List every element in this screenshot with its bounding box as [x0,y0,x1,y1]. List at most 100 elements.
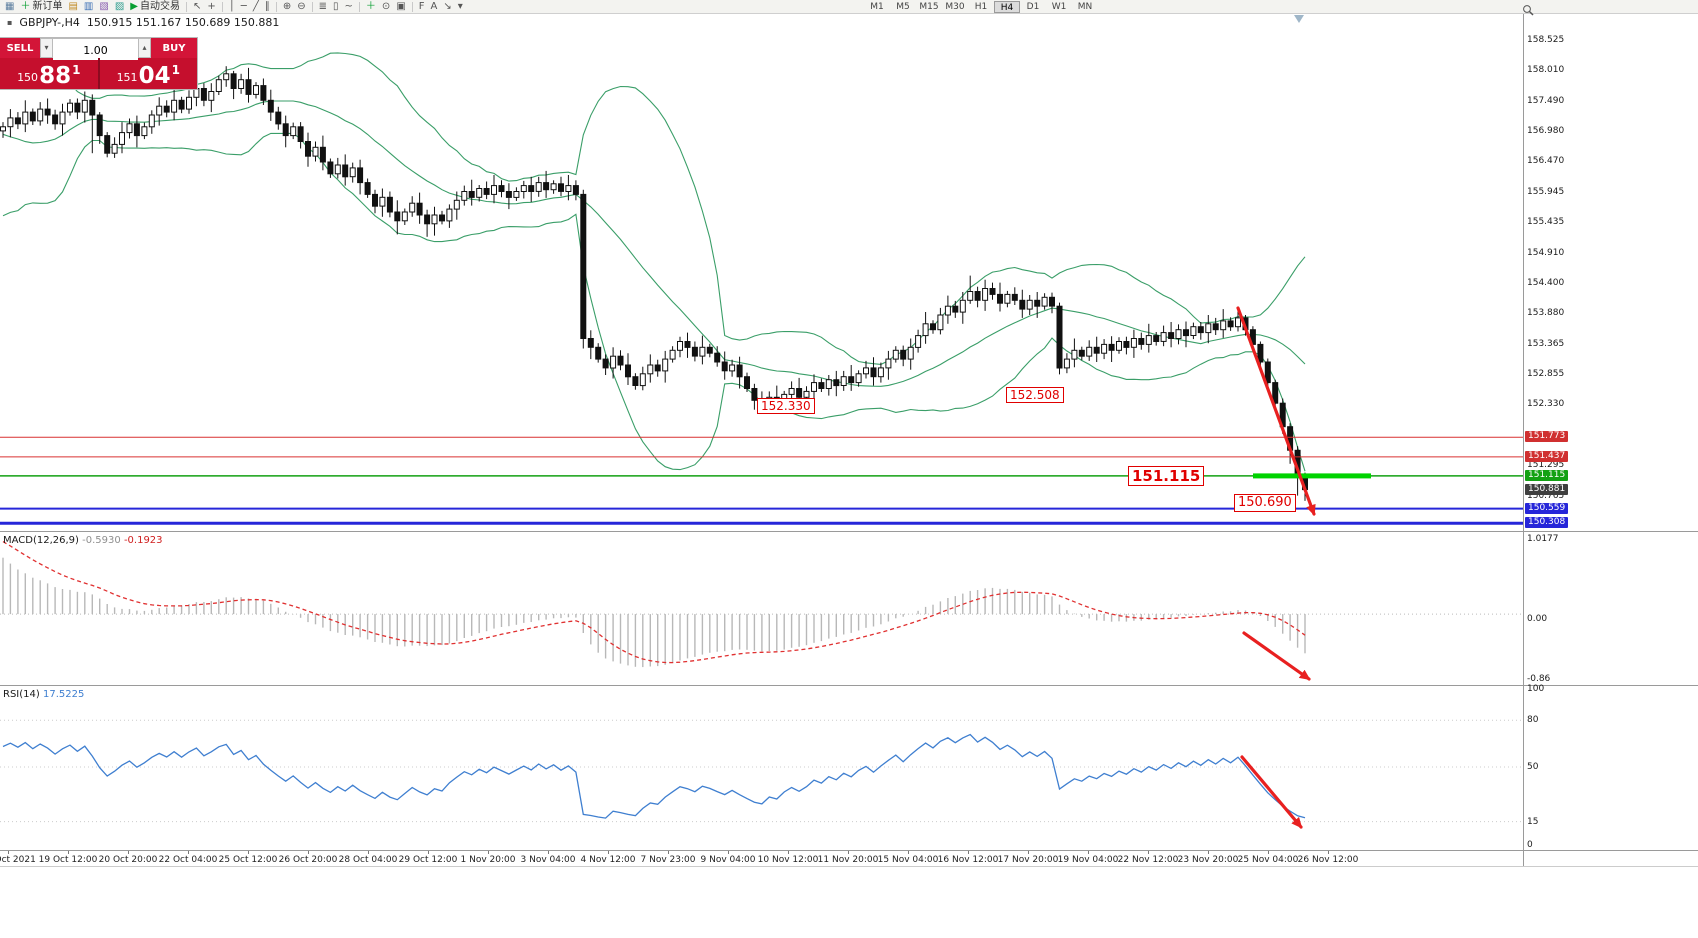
time-tick [848,851,849,854]
price-annotation[interactable]: 152.330 [757,398,815,415]
horizontal-line-icon[interactable]: ─ [239,0,249,13]
macd-axis-label: -0.86 [1527,674,1551,684]
buy-button[interactable]: BUY [151,38,197,58]
cursor-icon[interactable]: ↖ [191,0,203,13]
time-label: 4 Nov 12:00 [580,855,636,865]
tf-m30[interactable]: M30 [945,2,965,12]
indicators-icon[interactable]: ＋ [364,0,378,13]
time-tick [1268,851,1269,854]
panel-separator[interactable] [0,850,1698,851]
rsi-name: RSI(14) [3,689,40,700]
price-tick-label: 152.855 [1527,369,1565,379]
time-tick [428,851,429,854]
rsi-axis-label: 80 [1527,715,1539,725]
trend-arrow[interactable] [1240,755,1303,829]
chart-shift-marker[interactable] [1294,15,1304,23]
bid-price[interactable]: 150 88 1 [0,58,98,89]
ask-price[interactable]: 151 04 1 [100,58,198,89]
line-chart-icon[interactable]: ~ [343,0,355,13]
zoom-in-icon[interactable]: ⊕ [281,0,293,13]
zoom-out-icon[interactable]: ⊖ [295,0,307,13]
timeframe-toolbar: M1 M5 M15 M30 H1 H4 D1 W1 MN [864,1,1098,13]
time-tick [248,851,249,854]
time-label: 26 Oct 20:00 [278,855,338,865]
tf-m1[interactable]: M1 [870,2,884,12]
sell-button[interactable]: SELL [0,38,40,58]
market-watch-icon[interactable]: ▤ [66,0,79,13]
price-tick-label: 153.880 [1527,308,1565,318]
tf-mn[interactable]: MN [1077,2,1093,12]
terminal-icon[interactable]: ▨ [113,0,126,13]
time-tick [1028,851,1029,854]
vertical-line-icon[interactable]: │ [227,0,237,13]
tf-w1[interactable]: W1 [1051,2,1067,12]
tf-m5[interactable]: M5 [896,2,910,12]
toolbar-separator [185,1,187,12]
price-annotation[interactable]: 151.115 [1128,466,1205,486]
price-tick-label: 156.980 [1527,126,1565,136]
autotrading-button[interactable]: ▶ 自动交易 [128,0,182,13]
ohlc-values: 150.915 151.167 150.689 150.881 [86,16,280,29]
arrow-tools-icon[interactable]: ↘ [441,0,453,13]
price-badge: 151.437 [1525,451,1569,462]
cursor-icon: ↖ [192,1,202,12]
trendline-icon[interactable]: ╱ [251,0,261,13]
price-annotation[interactable]: 152.508 [1006,387,1064,404]
time-tick [728,851,729,854]
toolbar-separator [275,1,277,12]
time-tick [1328,851,1329,854]
new-order-button[interactable]: ＋新订单 [18,0,64,13]
crosshair-icon[interactable]: + [205,0,217,13]
rsi-axis-label: 0 [1527,840,1533,850]
text-label-icon[interactable]: A [429,0,440,13]
fibonacci-icon: F [418,1,425,12]
panel-separator[interactable] [0,685,1698,686]
macd-signal-value: -0.1923 [123,535,163,546]
search-icon[interactable] [1522,1,1536,16]
tf-d1[interactable]: D1 [1026,2,1040,12]
equidistant-channel-icon[interactable]: ∥ [263,0,272,13]
tf-h1[interactable]: H1 [974,2,988,12]
tf-h4[interactable]: H4 [994,1,1020,13]
line-chart-icon: ~ [344,1,353,12]
panel-separator[interactable] [0,531,1698,532]
rsi-indicator-panel[interactable] [0,686,1523,850]
time-label: 26 Nov 12:00 [1297,855,1359,865]
navigator-icon[interactable]: ▧ [97,0,110,13]
candlestick-icon[interactable]: ▯ [331,0,341,13]
trend-arrow[interactable] [1236,306,1316,516]
time-label: 1 Nov 20:00 [460,855,516,865]
chevron-up-icon[interactable]: ▴ [138,38,151,58]
macd-main-value: -0.5930 [82,535,121,546]
time-tick [1088,851,1089,854]
chevron-down-icon[interactable]: ▾ [40,38,53,58]
bollinger-middle-band [2,100,1306,387]
tools-dropdown-icon[interactable]: ▾ [456,0,465,13]
candlestick-chart[interactable] [0,14,1523,531]
volume-input[interactable] [53,41,138,60]
price-axis[interactable]: 158.525 158.010 157.490 156.980 156.470 155.9… [1524,0,1604,938]
time-label: 17 Nov 20:00 [997,855,1059,865]
templates-icon[interactable]: ▣ [394,0,407,13]
time-periods-icon[interactable]: ⊙ [380,0,392,13]
bar-chart-icon[interactable]: ≣ [317,0,329,13]
time-label: 9 Nov 04:00 [700,855,756,865]
new-chart-icon[interactable]: ▦ [3,0,16,13]
time-label: 18 Oct 2021 [0,855,36,865]
tf-m15[interactable]: M15 [919,2,939,12]
time-label: 25 Oct 12:00 [218,855,278,865]
price-annotation[interactable]: 150.690 [1234,494,1296,512]
time-label: 7 Nov 23:00 [640,855,696,865]
macd-axis-label: 1.0177 [1527,534,1559,544]
data-window-icon[interactable]: ▥ [82,0,95,13]
price-badge: 150.559 [1525,503,1569,514]
main-toolbar: ▦ ＋新订单 ▤ ▥ ▧ ▨ ▶ 自动交易 ↖ + │ ─ ╱ ∥ ⊕ ⊖ ≣ ▯ ~ ＋ ⊙ ▣ F A ↘ ▾ M1 M5 M15 M… [0,0,1698,16]
trend-arrow[interactable] [1242,631,1311,681]
macd-indicator-panel[interactable] [0,532,1523,685]
fibonacci-icon[interactable]: F [417,0,427,13]
time-label: 28 Oct 04:00 [338,855,398,865]
support-zone-segment[interactable] [1253,473,1371,479]
